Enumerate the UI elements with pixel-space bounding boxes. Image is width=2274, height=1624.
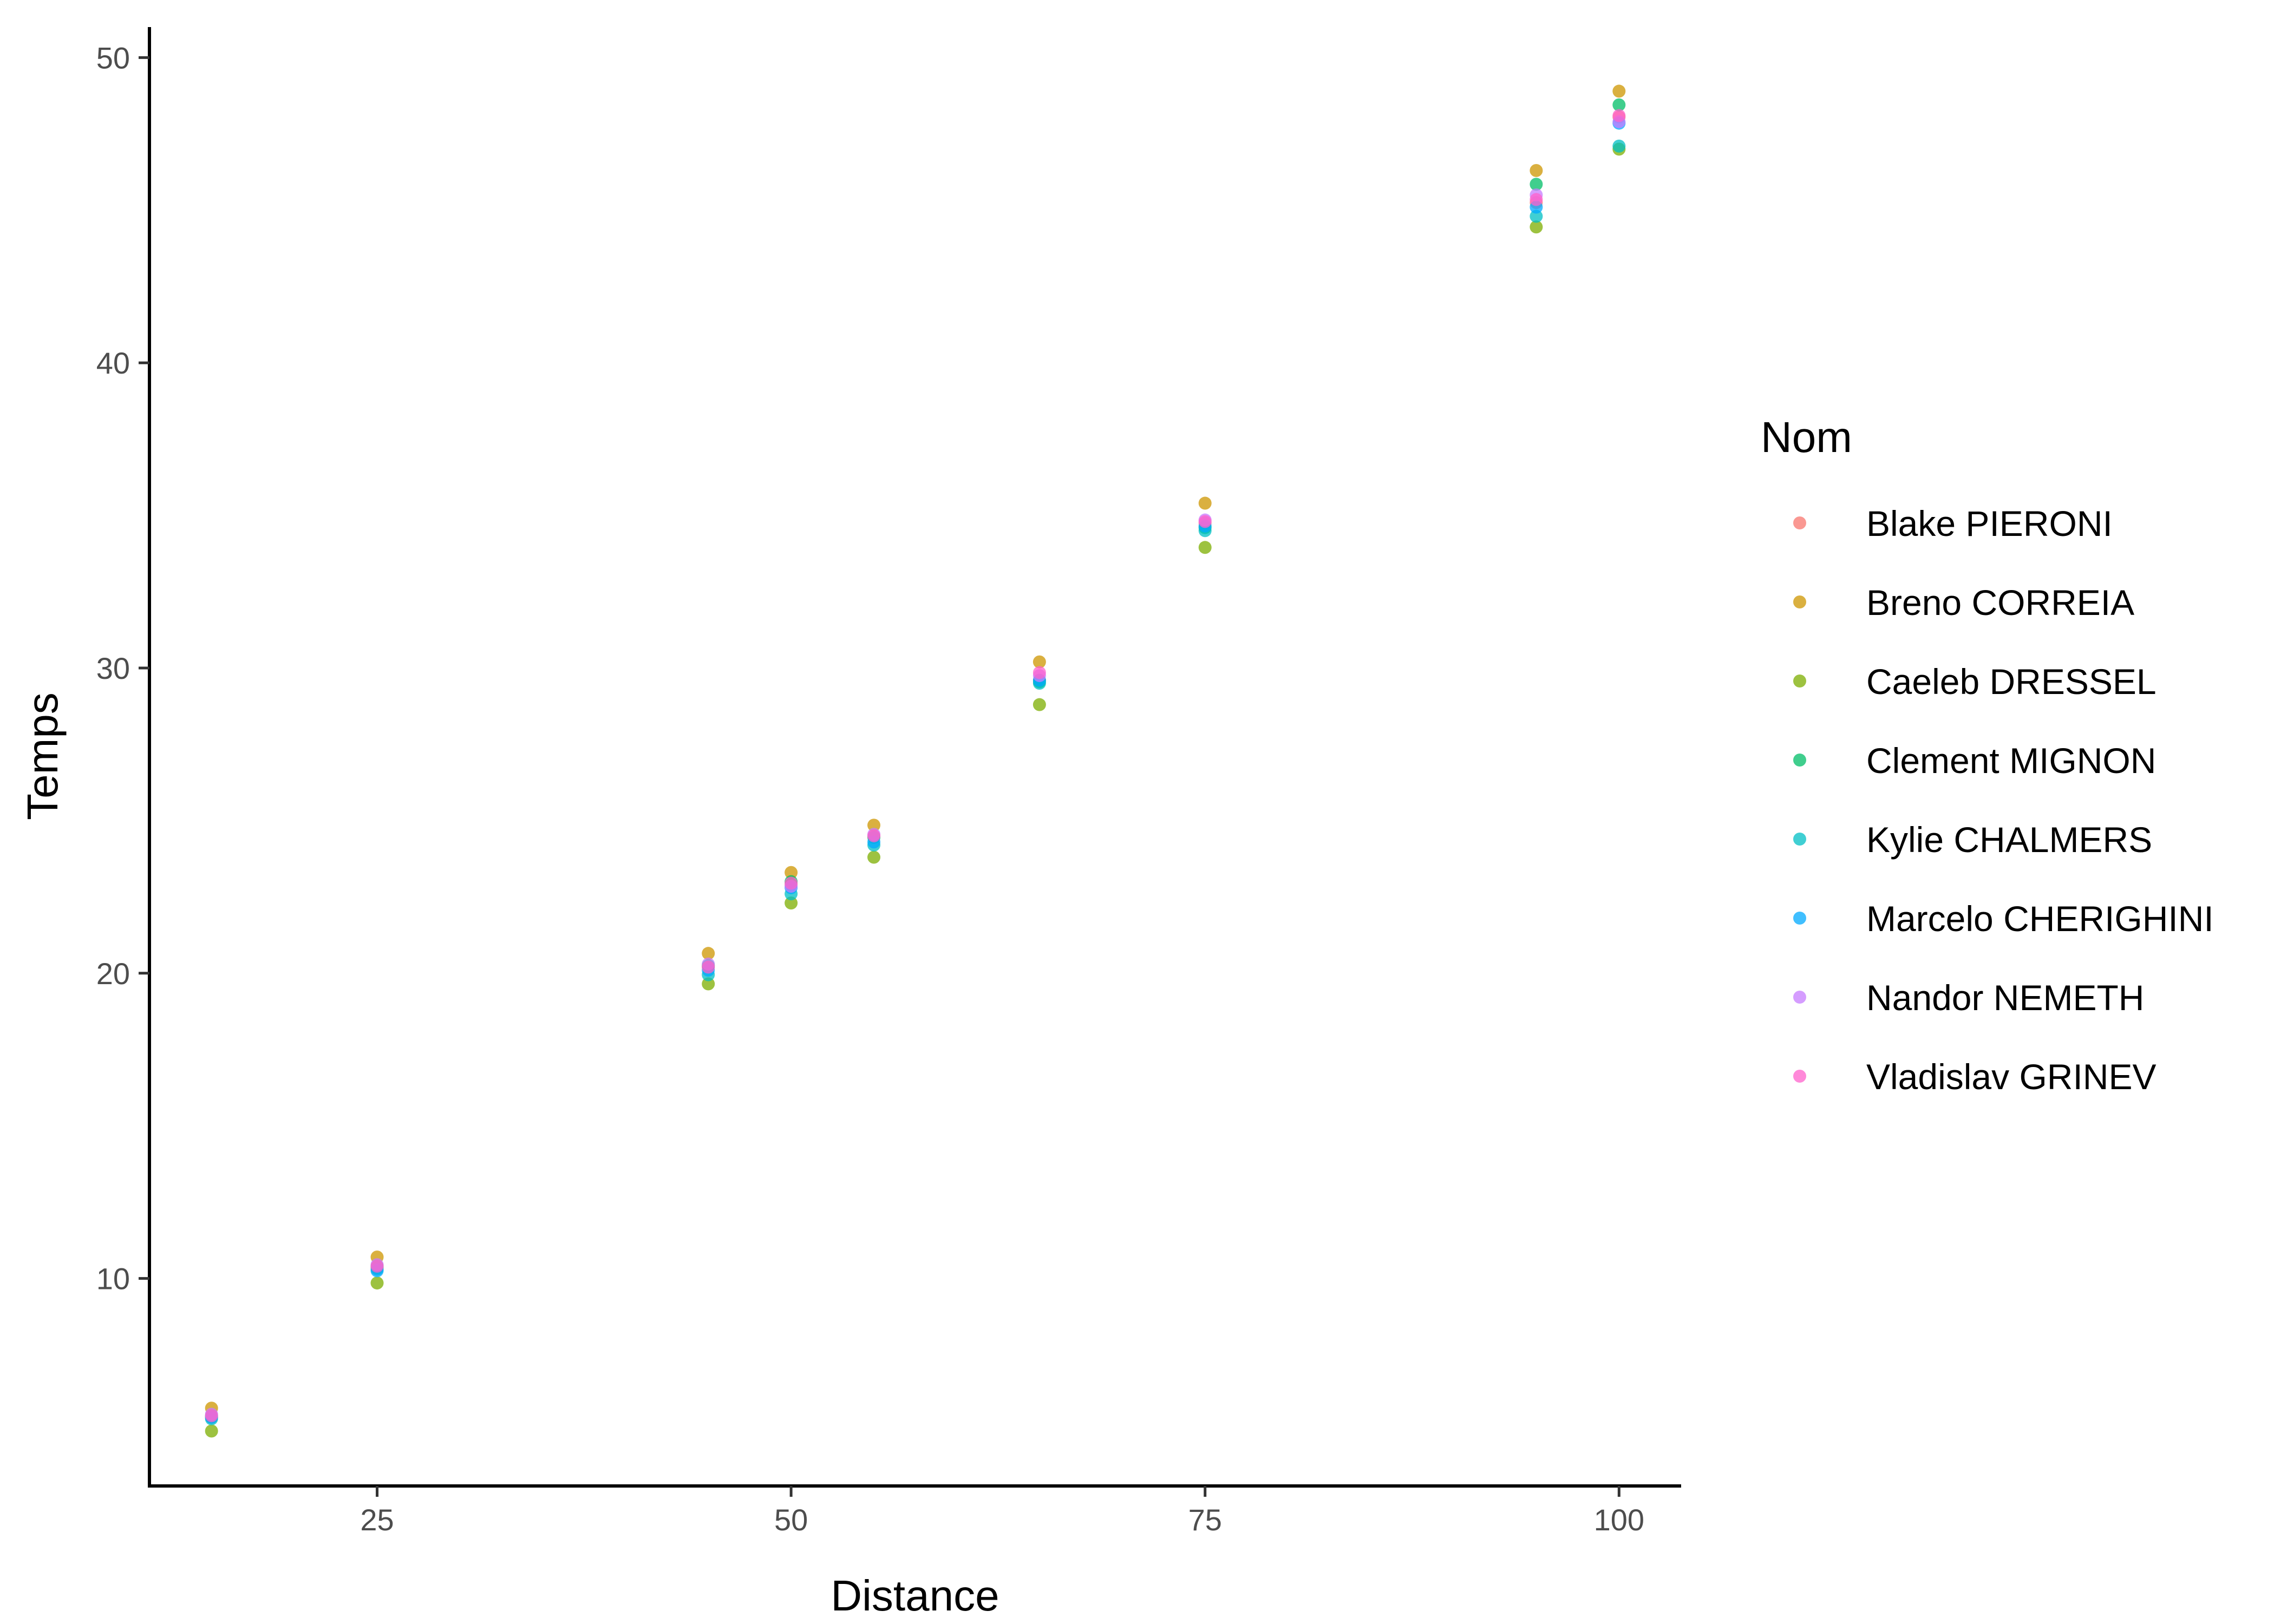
data-point <box>1198 541 1212 554</box>
y-ticks: 10 20 30 40 50 <box>96 41 149 1296</box>
data-point <box>1612 98 1626 112</box>
x-tick-label: 25 <box>360 1503 394 1537</box>
data-point <box>1612 84 1626 98</box>
data-point <box>785 896 798 910</box>
x-axis-title: Distance <box>831 1571 999 1620</box>
data-point <box>1033 655 1046 669</box>
data-point <box>1530 209 1543 223</box>
legend-label: Blake PIERONI <box>1866 503 2113 543</box>
legend-key <box>1793 516 1806 529</box>
data-point <box>1198 496 1212 510</box>
legend-label: Kylie CHALMERS <box>1866 820 2152 860</box>
y-tick-label: 20 <box>96 957 130 991</box>
legend-key <box>1793 833 1806 846</box>
y-tick-label: 50 <box>96 41 130 75</box>
legend-label: Vladislav GRINEV <box>1866 1057 2157 1097</box>
y-axis-title: Temps <box>18 692 67 820</box>
data-point <box>867 850 881 864</box>
legend-key <box>1793 754 1806 767</box>
data-point <box>205 1424 218 1438</box>
legend: Nom Blake PIERONI Breno CORREIA Caeleb DRE… <box>1761 413 2214 1097</box>
x-tick-label: 100 <box>1594 1503 1644 1537</box>
x-tick-label: 75 <box>1188 1503 1222 1537</box>
data-point <box>370 1260 384 1273</box>
data-point <box>702 977 715 991</box>
legend-label: Clement MIGNON <box>1866 741 2156 781</box>
legend-key <box>1793 595 1806 608</box>
y-tick-label: 40 <box>96 346 130 380</box>
legend-title: Nom <box>1761 413 1852 461</box>
data-point <box>785 876 798 890</box>
data-point <box>867 829 881 843</box>
data-point <box>1530 193 1543 206</box>
data-point <box>1033 666 1046 679</box>
legend-label: Breno CORREIA <box>1866 582 2134 623</box>
y-tick-label: 30 <box>96 651 130 685</box>
data-point <box>1612 139 1626 153</box>
axes: 25 50 75 100 10 20 30 40 50 <box>96 27 1681 1537</box>
data-point <box>867 818 881 832</box>
legend-label: Caeleb DRESSEL <box>1866 662 2157 702</box>
legend-key <box>1793 1070 1806 1083</box>
data-point <box>702 947 715 960</box>
points-layer <box>205 84 1626 1438</box>
data-point <box>785 866 798 879</box>
data-point <box>1198 515 1212 528</box>
legend-label: Nandor NEMETH <box>1866 978 2144 1018</box>
data-point <box>1530 220 1543 234</box>
data-point <box>702 960 715 974</box>
data-point <box>1530 163 1543 177</box>
legend-key <box>1793 675 1806 687</box>
data-point <box>1033 698 1046 711</box>
data-point <box>370 1276 384 1290</box>
data-point <box>1530 178 1543 191</box>
y-tick-label: 10 <box>96 1262 130 1296</box>
legend-key <box>1793 912 1806 925</box>
data-point <box>1612 109 1626 122</box>
legend-label: Marcelo CHERIGHINI <box>1866 899 2214 939</box>
data-point <box>205 1409 218 1423</box>
legend-key <box>1793 991 1806 1004</box>
x-tick-label: 50 <box>774 1503 808 1537</box>
x-ticks: 25 50 75 100 <box>360 1486 1644 1537</box>
